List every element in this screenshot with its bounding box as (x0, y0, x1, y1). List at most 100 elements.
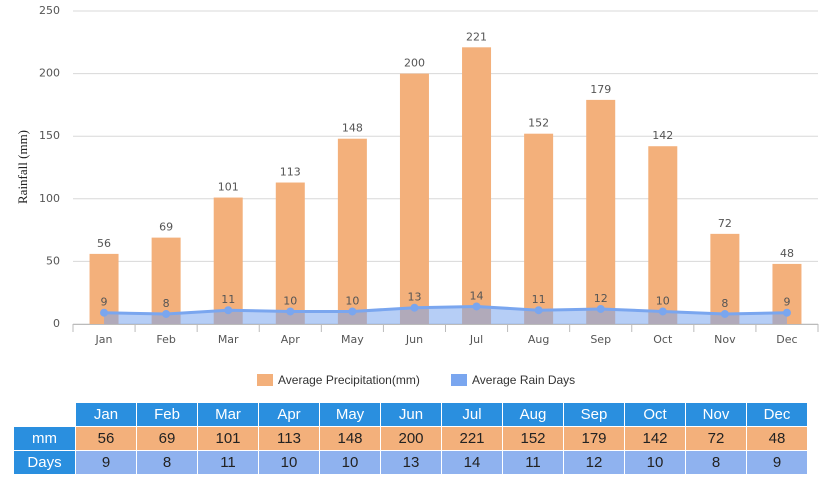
x-tick-label: Aug (528, 333, 549, 346)
x-tick-label: Dec (776, 333, 797, 346)
point (100, 308, 109, 317)
table-cell: Oct (624, 402, 686, 427)
table-row: mm 56 69 101 113 148 200 221 152 179 142 72 48 (13, 426, 808, 451)
table-cell: 69 (136, 426, 198, 451)
table-cell: 113 (258, 426, 320, 451)
bar-value-label: 48 (780, 247, 794, 260)
point (224, 306, 233, 315)
y-tick-label: 200 (39, 67, 60, 80)
point (534, 306, 543, 315)
table-cell: 200 (380, 426, 442, 451)
bar-value-label: 152 (528, 117, 549, 130)
legend-label: Average Precipitation(mm) (278, 373, 420, 387)
point-value-label: 8 (163, 297, 170, 310)
table-cell: Sep (563, 402, 625, 427)
legend-label: Average Rain Days (472, 373, 575, 387)
table-cell: Nov (685, 402, 747, 427)
x-tick-label: Jan (95, 333, 113, 346)
bar (275, 182, 305, 324)
x-tick-label: Sep (590, 333, 611, 346)
point (720, 309, 729, 318)
table-cell: 14 (441, 450, 503, 475)
y-tick-label: 50 (46, 254, 60, 267)
table-cell: Days (13, 450, 76, 475)
table-cell: 9 (746, 450, 808, 475)
table-cell: Dec (746, 402, 808, 427)
y-tick-label: 100 (39, 192, 60, 205)
point (348, 307, 357, 316)
table-cell: 10 (624, 450, 686, 475)
point-value-label: 11 (532, 293, 546, 306)
point-value-label: 9 (101, 296, 108, 309)
table-cell: 148 (319, 426, 381, 451)
bar (710, 233, 740, 324)
legend-swatch (257, 374, 273, 386)
bar (399, 73, 429, 324)
x-tick-label: Feb (156, 333, 175, 346)
point (410, 303, 419, 312)
bar-value-label: 113 (280, 166, 301, 179)
x-tick-label: Apr (281, 333, 301, 346)
point-value-label: 13 (407, 291, 421, 304)
table-cell (13, 402, 76, 427)
table-cell: Apr (258, 402, 320, 427)
bar-value-label: 142 (652, 129, 673, 142)
bar (586, 99, 616, 324)
point-value-label: 10 (345, 294, 359, 307)
bar-value-label: 200 (404, 57, 425, 70)
table-cell: Jan (75, 402, 137, 427)
bar (213, 197, 243, 324)
table-cell: 179 (563, 426, 625, 451)
x-tick-label: Mar (218, 333, 239, 346)
point (658, 307, 667, 316)
table-cell: Aug (502, 402, 564, 427)
table-cell: 142 (624, 426, 686, 451)
bar (337, 138, 367, 324)
table-cell: mm (13, 426, 76, 451)
y-tick-label: 150 (39, 129, 60, 142)
y-tick-label: 0 (53, 317, 60, 330)
point-value-label: 10 (656, 294, 670, 307)
x-tick-label: Jul (469, 333, 483, 346)
bar-value-label: 221 (466, 30, 487, 43)
table-cell: May (319, 402, 381, 427)
bar-value-label: 179 (590, 83, 611, 96)
legend-swatch (451, 374, 467, 386)
bar (151, 237, 181, 324)
y-tick-label: 250 (39, 4, 60, 17)
table-cell: 48 (746, 426, 808, 451)
point-value-label: 14 (470, 289, 484, 302)
bar (462, 47, 492, 325)
bar-value-label: 56 (97, 237, 111, 250)
line (104, 304, 787, 316)
bar-value-label: 148 (342, 122, 363, 135)
area (104, 306, 787, 324)
table-cell: 8 (685, 450, 747, 475)
table-cell: 221 (441, 426, 503, 451)
point-value-label: 8 (721, 297, 728, 310)
point-value-label: 11 (221, 293, 235, 306)
x-tick-label: Oct (653, 333, 673, 346)
table-cell: Jun (380, 402, 442, 427)
bar-value-label: 101 (218, 181, 239, 194)
table-row: Jan Feb Mar Apr May Jun Jul Aug Sep Oct Nov Dec (13, 402, 808, 427)
point (286, 307, 295, 316)
point-value-label: 12 (594, 292, 608, 305)
x-tick-label: May (341, 333, 364, 346)
table-cell: 8 (136, 450, 198, 475)
table-cell: 56 (75, 426, 137, 451)
bar (524, 133, 554, 324)
table-cell: 11 (197, 450, 259, 475)
point (782, 308, 791, 317)
x-tick-label: Jun (405, 333, 423, 346)
point-value-label: 10 (283, 294, 297, 307)
point (472, 302, 481, 311)
table-cell: 12 (563, 450, 625, 475)
bar-value-label: 72 (718, 217, 732, 230)
table-cell: Jul (441, 402, 503, 427)
data-table: Jan Feb Mar Apr May Jun Jul Aug Sep Oct Nov Dec mm 56… (13, 402, 808, 475)
table-cell: 11 (502, 450, 564, 475)
table-cell: Feb (136, 402, 198, 427)
point (162, 309, 171, 318)
